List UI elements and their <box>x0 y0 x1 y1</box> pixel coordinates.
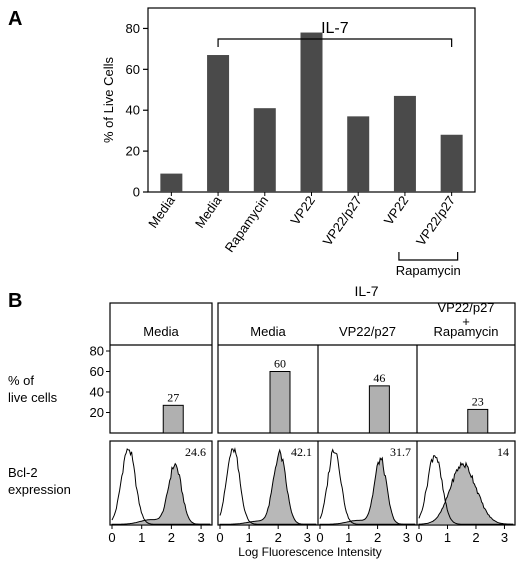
condition-label: Media <box>250 324 286 339</box>
y-tick-label: 60 <box>126 62 140 77</box>
y-tick-label: 40 <box>90 385 104 400</box>
control-histogram <box>111 448 210 525</box>
bar-value-label: 46 <box>373 371 385 385</box>
bar-value-label: 60 <box>274 357 286 371</box>
bar <box>253 108 276 192</box>
y-tick-label: 60 <box>90 364 104 379</box>
il7-bracket-label: IL-7 <box>321 20 349 37</box>
x-tick-label: 0 <box>316 530 323 545</box>
bar <box>300 32 323 193</box>
bar <box>393 95 416 192</box>
bar <box>467 408 489 434</box>
box-media-top <box>109 302 213 434</box>
category-label: VP22 <box>381 193 412 228</box>
il7-group-label: IL-7 <box>354 283 378 299</box>
il7-bracket <box>217 38 453 47</box>
x-tick-label: 3 <box>501 530 508 545</box>
bar-value-label: 23 <box>472 394 484 408</box>
panel-b-label: B <box>8 290 22 312</box>
condition-label: Rapamycin <box>433 324 498 339</box>
category-label: VP22 <box>287 193 318 228</box>
category-label: VP22/p27 <box>413 193 458 248</box>
mfi-value-label: 31.7 <box>390 445 411 459</box>
x-tick-label: 2 <box>168 530 175 545</box>
y-tick-label: 0 <box>133 185 140 200</box>
y-axis-label-line: % of <box>8 373 34 388</box>
y-tick-label: 20 <box>90 405 104 420</box>
bar <box>207 55 230 193</box>
y-tick-label: 80 <box>126 21 140 36</box>
bar <box>440 134 463 192</box>
x-tick-label: 2 <box>275 530 282 545</box>
y-axis-label: % of Live Cells <box>101 57 116 143</box>
x-tick-label: 1 <box>345 530 352 545</box>
control-histogram <box>418 455 513 525</box>
mfi-value-label: 14 <box>497 445 509 459</box>
y-axis-label-line: live cells <box>8 390 58 405</box>
category-label: Media <box>192 192 225 230</box>
bar-value-label: 27 <box>167 390 179 404</box>
x-tick-label: 2 <box>374 530 381 545</box>
x-tick-label: 3 <box>197 530 204 545</box>
panel-a-label: A <box>8 8 22 30</box>
x-tick-label: 1 <box>444 530 451 545</box>
category-label: VP22/p27 <box>320 193 365 248</box>
bar <box>347 116 370 192</box>
y-tick-label: 20 <box>126 144 140 159</box>
x-tick-label: 1 <box>245 530 252 545</box>
control-histogram <box>319 448 415 525</box>
x-tick-label: 1 <box>138 530 145 545</box>
y-tick-label: 80 <box>90 344 104 359</box>
condition-label: Media <box>143 324 179 339</box>
stained-histogram <box>418 461 514 526</box>
category-label: Media <box>145 192 178 230</box>
x-axis-label: Log Fluorescence Intensity <box>238 545 381 559</box>
mfi-value-label: 24.6 <box>185 445 206 459</box>
control-histogram <box>219 447 316 525</box>
box-il7-top <box>217 302 516 434</box>
hist-y-label-line: Bcl-2 <box>8 465 38 480</box>
x-tick-label: 3 <box>403 530 410 545</box>
hist-y-label-line: expression <box>8 482 71 497</box>
stained-histogram <box>219 448 317 526</box>
bar <box>368 385 390 434</box>
condition-label: + <box>462 314 470 329</box>
rapamycin-bracket <box>398 252 459 261</box>
x-tick-label: 0 <box>415 530 422 545</box>
condition-label: VP22/p27 <box>437 300 494 315</box>
bar <box>269 371 291 434</box>
y-tick-label: 40 <box>126 103 140 118</box>
x-tick-label: 0 <box>216 530 223 545</box>
stained-histogram <box>319 456 416 526</box>
x-tick-label: 2 <box>472 530 479 545</box>
bar <box>160 173 183 192</box>
mfi-value-label: 42.1 <box>291 445 312 459</box>
bar <box>162 404 184 434</box>
category-label: Rapamycin <box>222 193 272 255</box>
x-tick-label: 0 <box>108 530 115 545</box>
x-tick-label: 3 <box>304 530 311 545</box>
rapamycin-group-label: Rapamycin <box>396 263 461 278</box>
condition-label: VP22/p27 <box>339 324 396 339</box>
stained-histogram <box>111 462 211 526</box>
